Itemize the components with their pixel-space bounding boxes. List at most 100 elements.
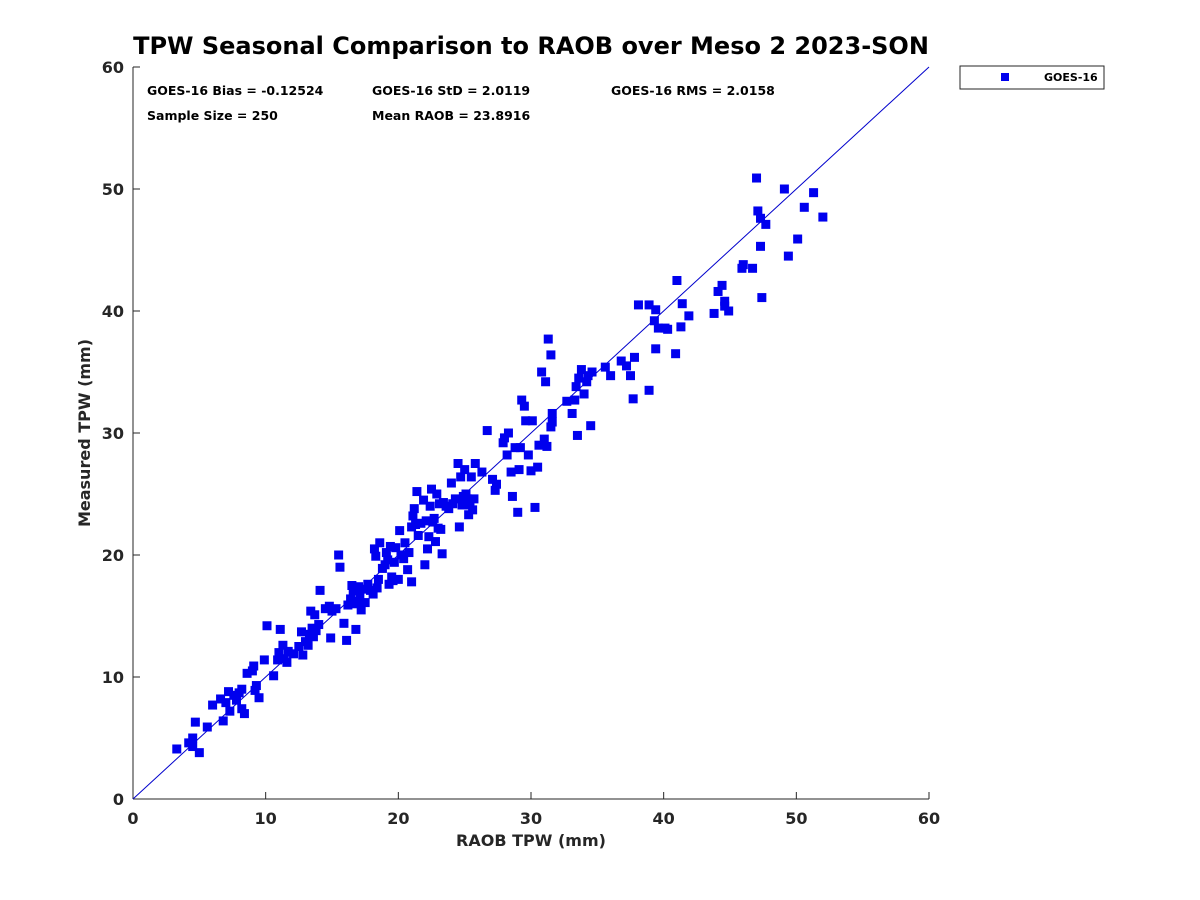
data-point [424, 532, 434, 542]
y-tick-label: 60 [102, 58, 124, 77]
data-point [429, 513, 439, 523]
data-point [809, 188, 819, 198]
data-point [761, 219, 771, 229]
data-point [303, 640, 313, 650]
stat-rms: GOES-16 RMS = 2.0158 [611, 83, 775, 98]
data-point [523, 450, 533, 460]
data-point [231, 695, 241, 705]
data-point [403, 565, 413, 575]
data-point [172, 744, 182, 754]
data-point [408, 511, 418, 521]
data-point [450, 494, 460, 504]
data-point [582, 377, 592, 387]
one-to-one-line [132, 66, 930, 800]
data-point [409, 504, 419, 514]
data-point [720, 301, 730, 311]
data-point [334, 550, 344, 560]
data-point [310, 610, 320, 620]
data-point [633, 300, 643, 310]
axis-tick-labels: 0 10 20 30 40 50 60 0 10 20 30 40 50 60 [102, 58, 940, 828]
axis-ticks [132, 66, 930, 800]
data-point [799, 202, 809, 212]
data-point [371, 551, 381, 561]
data-point [190, 717, 200, 727]
data-point [724, 306, 734, 316]
data-point [430, 537, 440, 547]
data-point [738, 260, 748, 270]
data-point [388, 576, 398, 586]
data-point [676, 322, 686, 332]
data-point [237, 704, 247, 714]
data-point [513, 507, 523, 517]
data-point [517, 395, 527, 405]
data-point [498, 438, 508, 448]
data-point [752, 173, 762, 183]
data-point [216, 694, 226, 704]
data-point [629, 352, 639, 362]
data-point [369, 544, 379, 554]
data-point [457, 500, 467, 510]
data-point [282, 657, 292, 667]
data-point [454, 522, 464, 532]
data-point [326, 633, 336, 643]
data-point [570, 395, 580, 405]
data-point [389, 557, 399, 567]
data-point [224, 687, 234, 697]
data-point [720, 296, 730, 306]
data-point [571, 382, 581, 392]
data-point [348, 585, 358, 595]
data-point [576, 365, 586, 375]
data-point [453, 459, 463, 468]
data-point [572, 430, 582, 440]
data-point [503, 428, 513, 438]
data-point [391, 543, 401, 553]
data-point [358, 584, 368, 594]
data-point [514, 465, 524, 475]
data-point [753, 206, 763, 216]
legend-box [959, 65, 1105, 90]
data-point [425, 501, 435, 511]
data-point [346, 594, 356, 604]
data-point [521, 416, 531, 426]
data-point [587, 367, 597, 377]
data-point [247, 666, 257, 676]
legend: GOES-16 [959, 65, 1105, 90]
data-point [249, 661, 259, 671]
data-point [188, 733, 198, 743]
data-point [469, 494, 479, 504]
data-point [229, 690, 239, 700]
data-point [507, 491, 517, 501]
data-point [372, 583, 382, 593]
data-point [644, 385, 654, 395]
data-point [383, 555, 393, 565]
data-point [404, 548, 414, 558]
data-point [420, 560, 430, 570]
data-point [399, 554, 409, 564]
y-axis-label: Measured TPW (mm) [75, 339, 94, 527]
data-point [218, 716, 228, 726]
x-tick-label: 0 [127, 809, 138, 828]
data-point [562, 396, 572, 406]
data-point [626, 371, 635, 381]
data-point [342, 635, 352, 645]
data-point [793, 234, 803, 244]
data-point [527, 416, 537, 426]
data-point [395, 526, 405, 536]
data-point [436, 524, 446, 534]
data-point [400, 538, 410, 548]
data-point [411, 520, 421, 529]
data-point [461, 489, 471, 499]
data-point [352, 596, 362, 606]
data-point [324, 601, 334, 611]
y-tick-label: 50 [102, 180, 124, 199]
data-point [651, 344, 661, 354]
y-tick-label: 40 [102, 302, 124, 321]
data-point [421, 516, 431, 526]
data-point [423, 544, 433, 554]
data-point [756, 241, 766, 251]
data-point [283, 646, 293, 656]
data-point [250, 685, 260, 695]
data-point [385, 541, 395, 551]
data-point [393, 574, 403, 584]
